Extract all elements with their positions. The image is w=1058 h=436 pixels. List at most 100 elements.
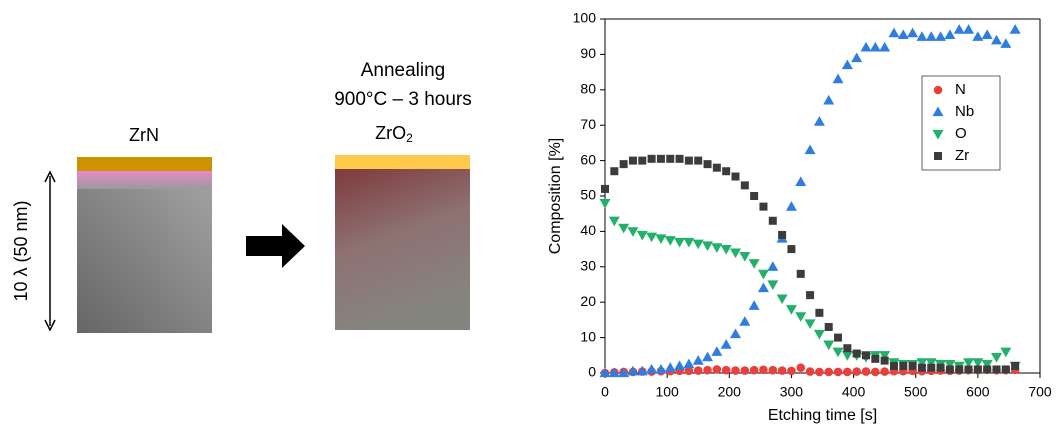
data-point (768, 365, 778, 375)
oxide-cap (335, 155, 470, 169)
data-point (693, 366, 703, 375)
data-point (730, 248, 741, 259)
y-tick-label: 40 (580, 222, 596, 238)
data-point (955, 365, 964, 374)
data-point (953, 24, 965, 34)
data-point (804, 144, 816, 155)
data-point (832, 347, 844, 358)
interface-layer (77, 171, 212, 189)
data-point (841, 59, 853, 70)
data-point (646, 363, 658, 374)
data-point (777, 366, 787, 375)
data-point (675, 154, 684, 163)
x-tick-label: 100 (655, 384, 679, 400)
data-point (907, 27, 919, 38)
data-point (778, 230, 787, 239)
data-point (767, 261, 779, 271)
data-point (862, 351, 870, 360)
data-point (879, 41, 891, 52)
data-point (925, 358, 937, 368)
data-point (973, 365, 982, 374)
data-point (749, 365, 759, 375)
data-point (601, 184, 609, 193)
data-point (888, 27, 900, 38)
data-point (618, 223, 630, 234)
data-point (627, 365, 639, 376)
data-point (674, 237, 686, 248)
data-point (656, 154, 665, 163)
data-point (731, 366, 740, 375)
data-point (981, 360, 993, 370)
data-point (619, 160, 628, 169)
data-point (815, 367, 824, 377)
data-point (785, 201, 797, 211)
data-point (916, 358, 928, 368)
data-point (1009, 24, 1021, 34)
arrow-heads (44, 170, 56, 332)
data-point (796, 363, 806, 372)
y-tick-label: 20 (580, 293, 596, 309)
y-tick-label: 90 (580, 45, 596, 61)
data-point (843, 344, 852, 353)
data-point (991, 352, 1002, 363)
data-point (823, 94, 835, 105)
data-point (908, 361, 917, 370)
data-point (815, 308, 824, 317)
legend-label: Nb (955, 103, 974, 120)
data-point (712, 163, 721, 172)
data-point (833, 367, 843, 377)
data-point (981, 29, 993, 40)
data-point (927, 363, 936, 372)
data-point (880, 367, 889, 376)
data-point (768, 216, 777, 225)
data-point (823, 340, 835, 351)
data-point (860, 41, 872, 52)
data-point (944, 29, 956, 40)
data-point (899, 361, 908, 370)
legend-marker (933, 85, 943, 95)
data-point (664, 236, 676, 246)
data-point (608, 216, 620, 227)
process-arrow (246, 224, 305, 268)
data-point (787, 245, 796, 254)
data-point (759, 202, 768, 211)
formula-subscript: 2 (406, 131, 413, 145)
data-point (739, 316, 751, 326)
data-point (739, 252, 751, 262)
data-point (748, 300, 760, 310)
data-point (935, 31, 947, 41)
data-point (992, 365, 1001, 374)
data-point (972, 31, 984, 41)
data-point (646, 232, 658, 243)
data-point (824, 367, 834, 377)
y-tick-label: 10 (580, 328, 596, 344)
data-point (721, 365, 731, 375)
legend-label: N (955, 81, 966, 98)
y-tick-label: 80 (580, 81, 596, 97)
data-point (972, 358, 984, 368)
data-point (740, 181, 749, 190)
data-point (638, 156, 647, 165)
data-point (694, 156, 703, 165)
data-point (897, 29, 909, 40)
data-point (963, 24, 975, 34)
data-point (610, 167, 619, 176)
y-tick-label: 0 (588, 364, 596, 380)
data-point (757, 282, 769, 293)
data-point (757, 269, 769, 280)
data-point (608, 367, 620, 378)
data-point (702, 241, 714, 252)
data-point (787, 366, 796, 376)
data-point (871, 354, 880, 363)
data-point (647, 154, 656, 163)
data-point (618, 367, 630, 378)
data-point (684, 156, 693, 165)
data-point (1000, 38, 1012, 48)
data-point (776, 294, 788, 305)
formula: ZrO (375, 123, 406, 143)
x-tick-label: 700 (1028, 384, 1052, 400)
data-point (703, 160, 712, 169)
conditions-label: 900°C – 3 hours (334, 89, 472, 110)
data-point (636, 230, 648, 241)
